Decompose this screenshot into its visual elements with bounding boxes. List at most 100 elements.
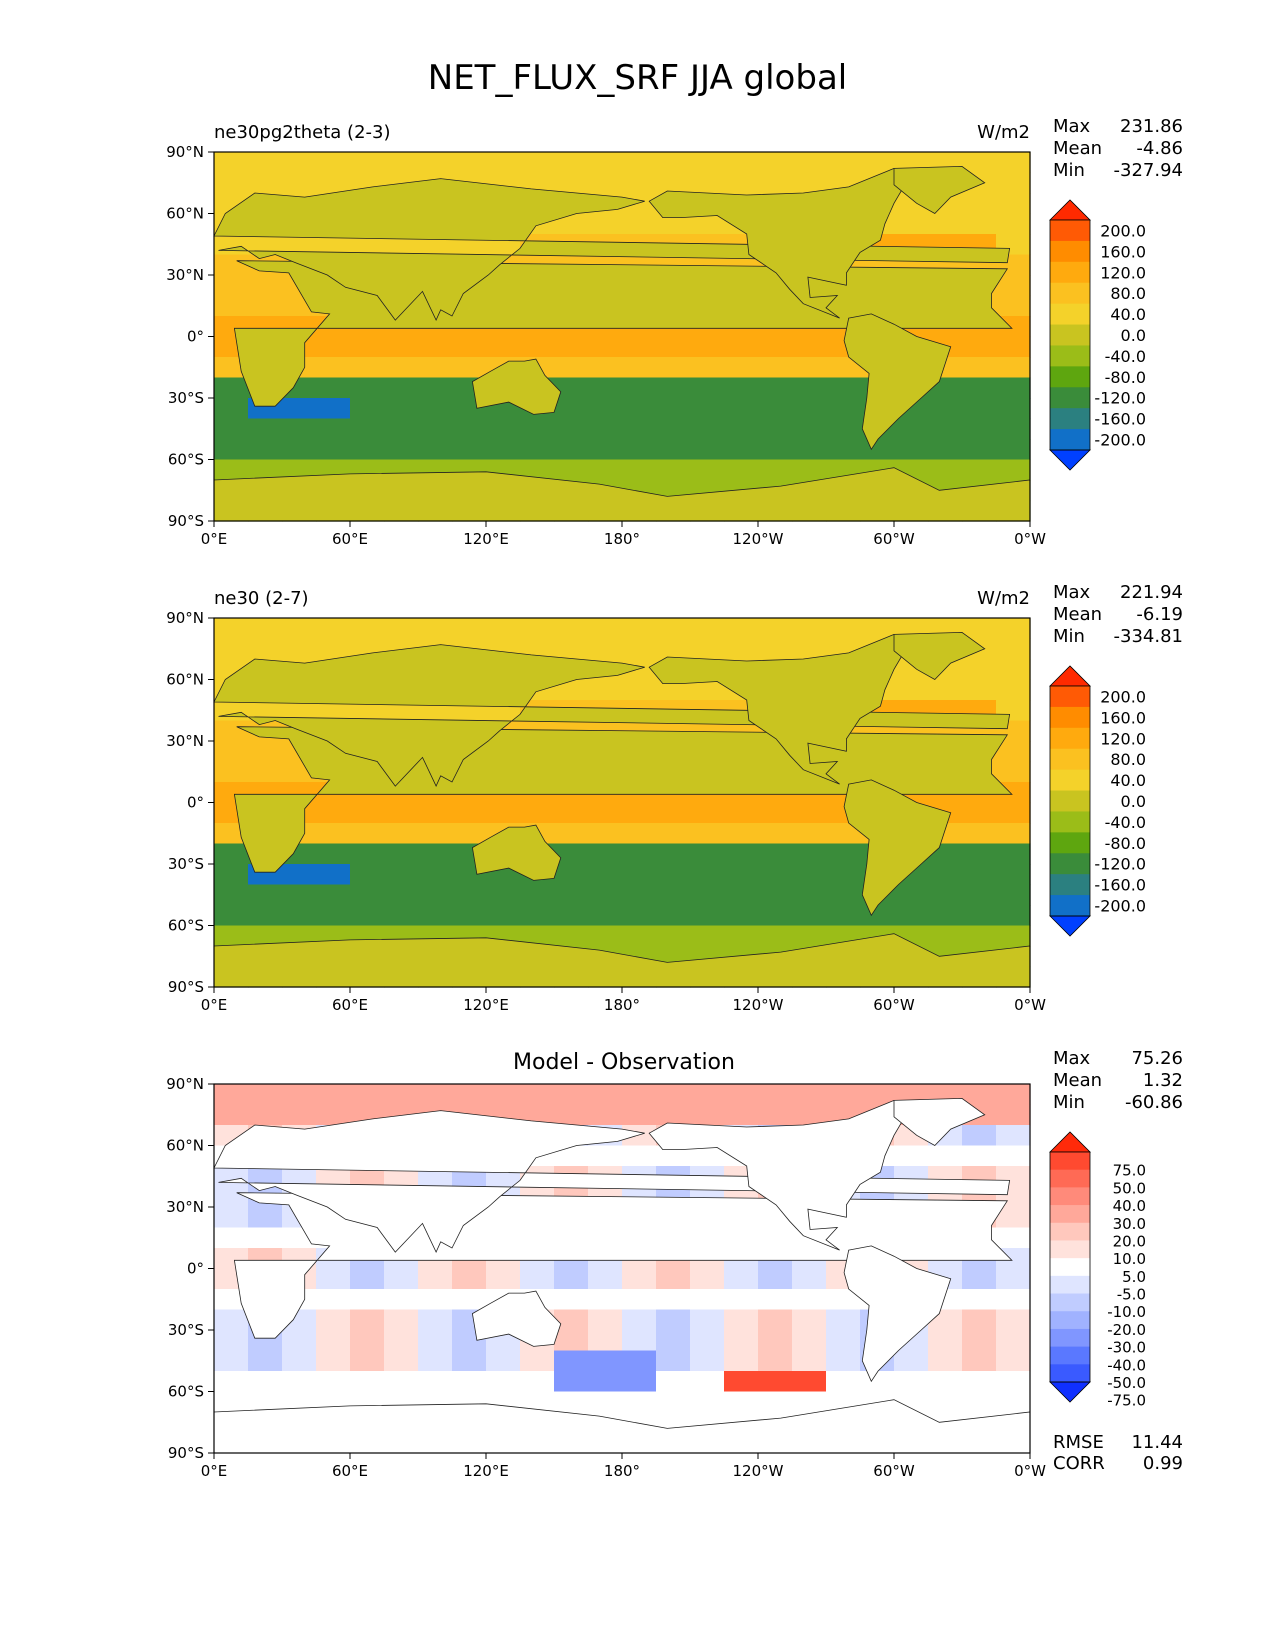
- field-cell: [622, 1145, 657, 1167]
- field-cell: [996, 679, 1031, 701]
- field-cell: [554, 864, 589, 886]
- colorbar-segment: [1050, 303, 1090, 326]
- y-tick-label: 90°N: [166, 609, 204, 627]
- field-cell: [996, 925, 1031, 947]
- colorbar-label: -80.0: [1105, 834, 1146, 853]
- field-cell: [996, 172, 1031, 194]
- field-cell: [690, 418, 725, 440]
- figure-title: NET_FLUX_SRF JJA global: [427, 58, 848, 98]
- panel2-title: ne30 (2-7): [214, 588, 309, 609]
- field-cell: [452, 357, 487, 379]
- field-cell: [282, 418, 317, 440]
- field-cell: [282, 1104, 317, 1126]
- field-cell: [214, 905, 249, 927]
- field-cell: [656, 884, 691, 906]
- field-cell: [554, 843, 589, 865]
- field-cell: [622, 152, 657, 174]
- stat-min-label: Min: [1053, 160, 1085, 181]
- field-cell: [384, 884, 419, 906]
- field-cell: [418, 843, 453, 865]
- field-cell: [316, 152, 351, 174]
- field-cell: [520, 802, 555, 824]
- colorbar-segment: [1050, 366, 1090, 388]
- field-cell: [520, 439, 555, 461]
- field-cell: [656, 1084, 691, 1106]
- field-cell: [724, 638, 759, 660]
- field-cell: [350, 336, 385, 358]
- colorbar-segment: [1050, 387, 1090, 409]
- field-cell: [724, 843, 759, 865]
- colorbar-segment: [1050, 895, 1090, 917]
- field-cell: [316, 357, 351, 379]
- field-cell: [690, 679, 725, 701]
- colorbar-arrow-bottom: [1049, 449, 1091, 471]
- coastline: [471, 824, 562, 881]
- field-cell: [860, 1084, 895, 1106]
- colorbar-label: -160.0: [1094, 410, 1146, 429]
- field-cell: [758, 1309, 793, 1331]
- colorbar-segment: [1050, 1328, 1090, 1348]
- field-cell: [350, 418, 385, 440]
- field-cell: [588, 1330, 623, 1352]
- field-cell: [622, 418, 657, 440]
- field-cell: [860, 905, 895, 927]
- colorbar-segment: [1050, 853, 1090, 875]
- field-cell: [622, 398, 657, 420]
- field-cell: [826, 1084, 861, 1106]
- field-cell: [486, 439, 521, 461]
- field-cell: [962, 679, 997, 701]
- field-cell: [418, 864, 453, 886]
- field-cell: [282, 1166, 317, 1188]
- field-cell: [588, 1350, 623, 1372]
- field-cell: [928, 459, 963, 481]
- colorbar-label: -120.0: [1094, 389, 1146, 408]
- x-tick-label: 60°W: [873, 1462, 915, 1480]
- x-tick-label: 120°W: [733, 1462, 784, 1480]
- stat-mean-value: -6.19: [1136, 604, 1183, 625]
- field-cell: [520, 459, 555, 481]
- colorbar-segment: [1050, 1205, 1090, 1224]
- field-cell: [554, 213, 589, 235]
- field-cell: [214, 1391, 249, 1413]
- panel2-colorbar: 200.0 160.0 120.0 80.0 40.0 0.0 -40.0 -80.0 -120…: [1049, 665, 1146, 937]
- field-cell: [282, 398, 317, 420]
- x-tick-label: 60°E: [332, 1462, 368, 1480]
- field-cell: [452, 1371, 487, 1393]
- field-cell: [656, 638, 691, 660]
- field-cell: [248, 234, 283, 256]
- field-cell: [452, 1289, 487, 1311]
- panel3-map: 0°E 60°E 120°E 180° 120°W 60°W 0°W 90°N 60°N 30°N…: [166, 1075, 1046, 1480]
- field-cell: [996, 275, 1031, 297]
- field-cell: [690, 823, 725, 845]
- field-cell: [758, 638, 793, 660]
- colorbar-outline: [1049, 1151, 1091, 1383]
- field-cell: [486, 418, 521, 440]
- colorbar-label: 40.0: [1113, 1197, 1146, 1215]
- field-cell: [350, 802, 385, 824]
- stat-mean-label: Mean: [1053, 604, 1103, 625]
- panel1-title: ne30pg2theta (2-3): [214, 122, 391, 143]
- field-cell: [418, 1289, 453, 1311]
- field-cell: [724, 336, 759, 358]
- field-cell: [996, 377, 1031, 399]
- field-cell: [418, 152, 453, 174]
- field-cell: [350, 357, 385, 379]
- field-cell: [724, 439, 759, 461]
- field-cell: [996, 398, 1031, 420]
- field-cell: [962, 905, 997, 927]
- y-tick-label: 90°N: [166, 1075, 204, 1093]
- field-cell: [622, 905, 657, 927]
- field-cell: [418, 1350, 453, 1372]
- field-cell: [826, 905, 861, 927]
- field-cell: [792, 823, 827, 845]
- field-cell: [588, 336, 623, 358]
- field-cell: [554, 1104, 589, 1126]
- field-cell: [758, 1268, 793, 1290]
- field-cell: [656, 213, 691, 235]
- field-cell: [282, 1371, 317, 1393]
- field-cell: [452, 823, 487, 845]
- colorbar-segment: [1050, 345, 1090, 367]
- field-cell: [996, 618, 1031, 640]
- field-cell: [214, 1330, 249, 1352]
- field-cell: [724, 1084, 759, 1106]
